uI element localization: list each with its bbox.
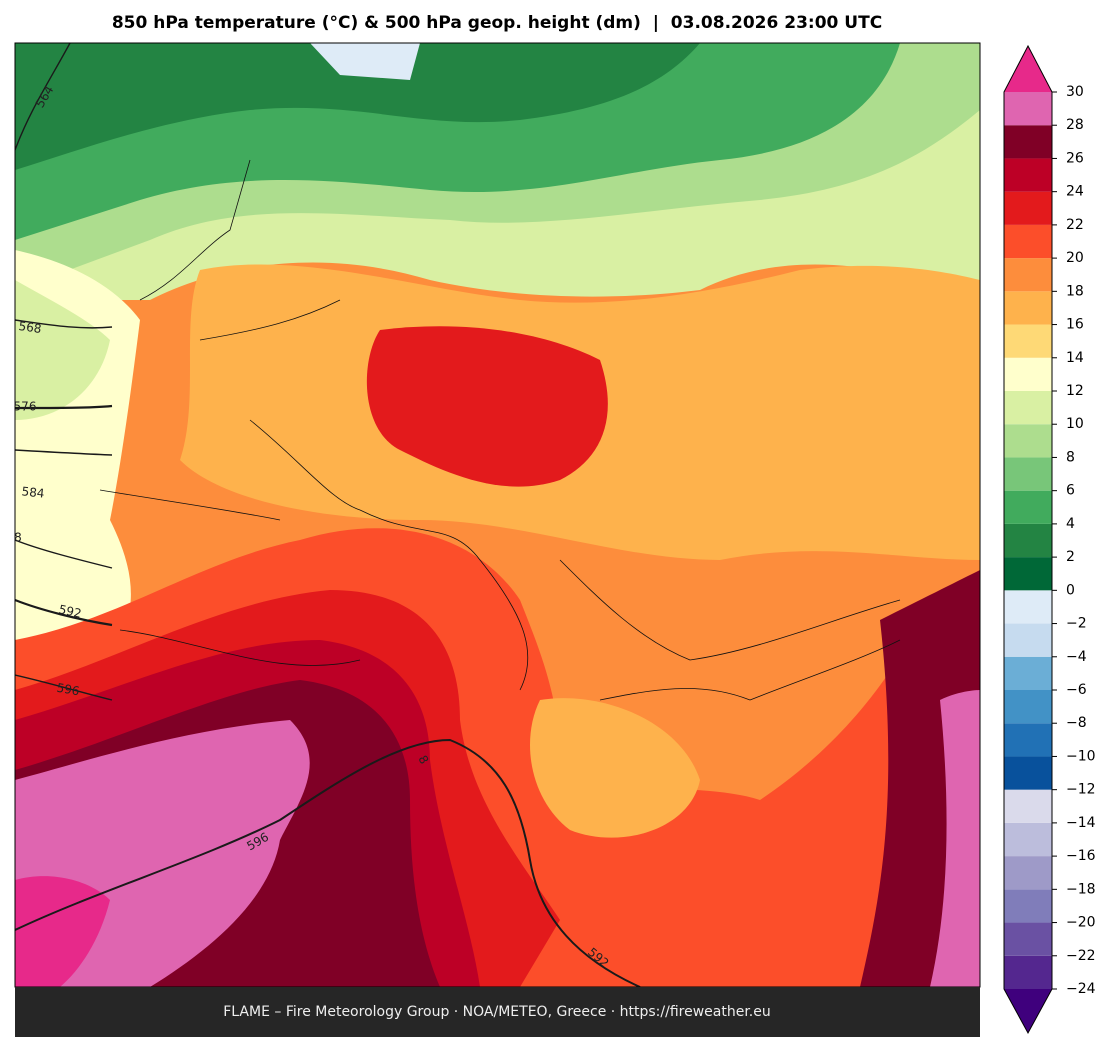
colorbar-tick-label: −4 [1066,649,1087,665]
colorbar-bin [1004,590,1052,624]
colorbar-tick-label: 6 [1066,483,1075,499]
colorbar-bin [1004,424,1052,458]
colorbar-bin [1004,324,1052,358]
colorbar-bin [1004,457,1052,491]
colorbar-tick-label: −20 [1066,915,1096,931]
colorbar-bin [1004,158,1052,192]
contour-label: 576 [14,400,37,414]
field-cold [310,43,420,80]
field-hot [366,326,608,487]
colorbar-bin [1004,889,1052,923]
colorbar-bin [1004,922,1052,956]
contour-label: 592 [57,602,82,620]
colorbar-tick-label: 4 [1066,516,1075,532]
colorbar-tick-label: 24 [1066,184,1084,200]
field-cold [15,43,700,170]
colorbar-over [1004,46,1052,92]
colorbar-tick-label: −14 [1066,815,1096,831]
colorbar-tick-label: −10 [1066,748,1096,764]
field-warm [530,698,700,838]
footer-bar [15,987,980,1037]
contour-label: 596 [56,681,81,699]
colorbar-tick-label: −18 [1066,881,1096,897]
colorbar-tick-label: 16 [1066,317,1084,333]
colorbar-bin [1004,357,1052,391]
colorbar-tick-label: 22 [1066,217,1084,233]
colorbar-bin [1004,224,1052,259]
colorbar-tick-label: 8 [1066,449,1075,465]
field-extreme [930,690,980,987]
colorbar-bin [1004,789,1052,823]
field-mild [15,280,110,420]
colorbar-bin [1004,92,1052,126]
colorbar-tick-label: 2 [1066,549,1075,565]
colorbar-tick-label: −8 [1066,715,1087,731]
colorbar-tick-label: −6 [1066,682,1087,698]
footer-credit: FLAME – Fire Meteorology Group · NOA/MET… [223,1004,771,1020]
contour-label: 584 [21,484,45,500]
colorbar-tick-label: −16 [1066,848,1096,864]
colorbar-bin [1004,258,1052,292]
colorbar-tick-label: 0 [1066,582,1075,598]
colorbar-bin [1004,391,1052,425]
colorbar-tick-label: 20 [1066,250,1084,266]
colorbar-under [1004,989,1052,1033]
colorbar-bin [1004,723,1052,757]
colorbar-bin [1004,756,1052,790]
colorbar-bin [1004,656,1052,690]
colorbar-tick-label: −2 [1066,616,1087,632]
colorbar-bin [1004,191,1052,225]
colorbar-bin [1004,523,1052,558]
colorbar-bin [1004,955,1052,989]
colorbar-bin [1004,125,1052,159]
colorbar-tick-label: 12 [1066,383,1084,399]
colorbar-bin [1004,623,1052,657]
contour-label: 568 [18,319,43,336]
colorbar-tick-label: −24 [1066,981,1096,997]
contour-label: 8 [14,531,22,545]
colorbar-tick-label: 26 [1066,150,1084,166]
map-title: 850 hPa temperature (°C) & 500 hPa geop.… [112,13,882,33]
colorbar-tick-label: −22 [1066,948,1096,964]
colorbar-tick-label: 28 [1066,117,1084,133]
colorbar-tick-label: 30 [1066,84,1084,100]
colorbar-tick-label: 10 [1066,416,1084,432]
map [15,43,980,987]
colorbar-tick-label: 14 [1066,350,1084,366]
field-extreme [15,876,110,987]
colorbar-bin [1004,822,1052,857]
colorbar-tick-label: 18 [1066,283,1084,299]
colorbar-tick-label: −12 [1066,782,1096,798]
colorbar-bin [1004,690,1052,724]
colorbar-bin [1004,490,1052,524]
colorbar-bin [1004,291,1052,325]
colorbar-bin [1004,557,1052,591]
colorbar-bin [1004,856,1052,890]
